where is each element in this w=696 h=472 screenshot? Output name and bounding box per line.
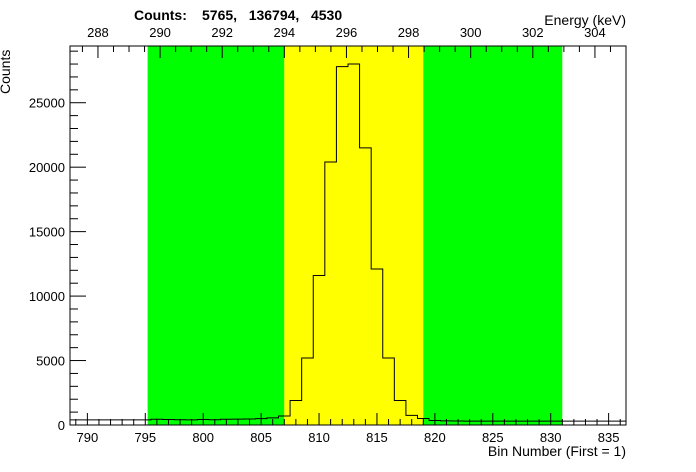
x-tick-label: 830 [540,430,562,445]
x-tick-label: 800 [192,430,214,445]
x-tick-label: 820 [424,430,446,445]
x2-tick-label: 292 [211,25,233,40]
y-tick-label: 25000 [29,96,65,111]
tick-labels: 790 795 800 805 810 815 820 825 830 835 288 290 292 2… [29,25,620,445]
y-tick-label: 20000 [29,160,65,175]
x-tick-label: 795 [134,430,156,445]
x-tick-label: 825 [482,430,504,445]
region-background-left [147,46,285,425]
y-tick-label: 0 [58,418,65,433]
histogram-line [70,63,626,422]
x2-tick-label: 290 [149,25,171,40]
x2-tick-label: 288 [87,25,109,40]
counts-label: Counts: [134,7,187,23]
plot-frame [69,45,627,426]
x-tick-label: 805 [250,430,272,445]
region-bands [147,46,563,425]
y-tick-label: 15000 [29,225,65,240]
x2-tick-label: 294 [273,25,295,40]
x2-axis-title: Energy (keV) [544,12,626,28]
x-axis-title: Bin Number (First = 1) [488,443,626,459]
x-tick-label: 790 [77,430,99,445]
x-tick-label: 815 [366,430,388,445]
region-background-right [423,46,563,425]
counts-values: 5765, 136794, 4530 [202,7,342,23]
region-peak [284,46,424,425]
y-tick-label: 10000 [29,289,65,304]
x-tick-label: 835 [598,430,620,445]
x2-tick-label: 302 [522,25,544,40]
x2-tick-label: 300 [460,25,482,40]
x-tick-label: 810 [308,430,330,445]
y-tick-label: 5000 [36,354,65,369]
x2-tick-label: 298 [398,25,420,40]
x2-tick-label: 296 [336,25,358,40]
axis-ticks [70,46,627,426]
x2-tick-label: 304 [584,25,606,40]
y-axis-title: Counts [0,50,13,94]
